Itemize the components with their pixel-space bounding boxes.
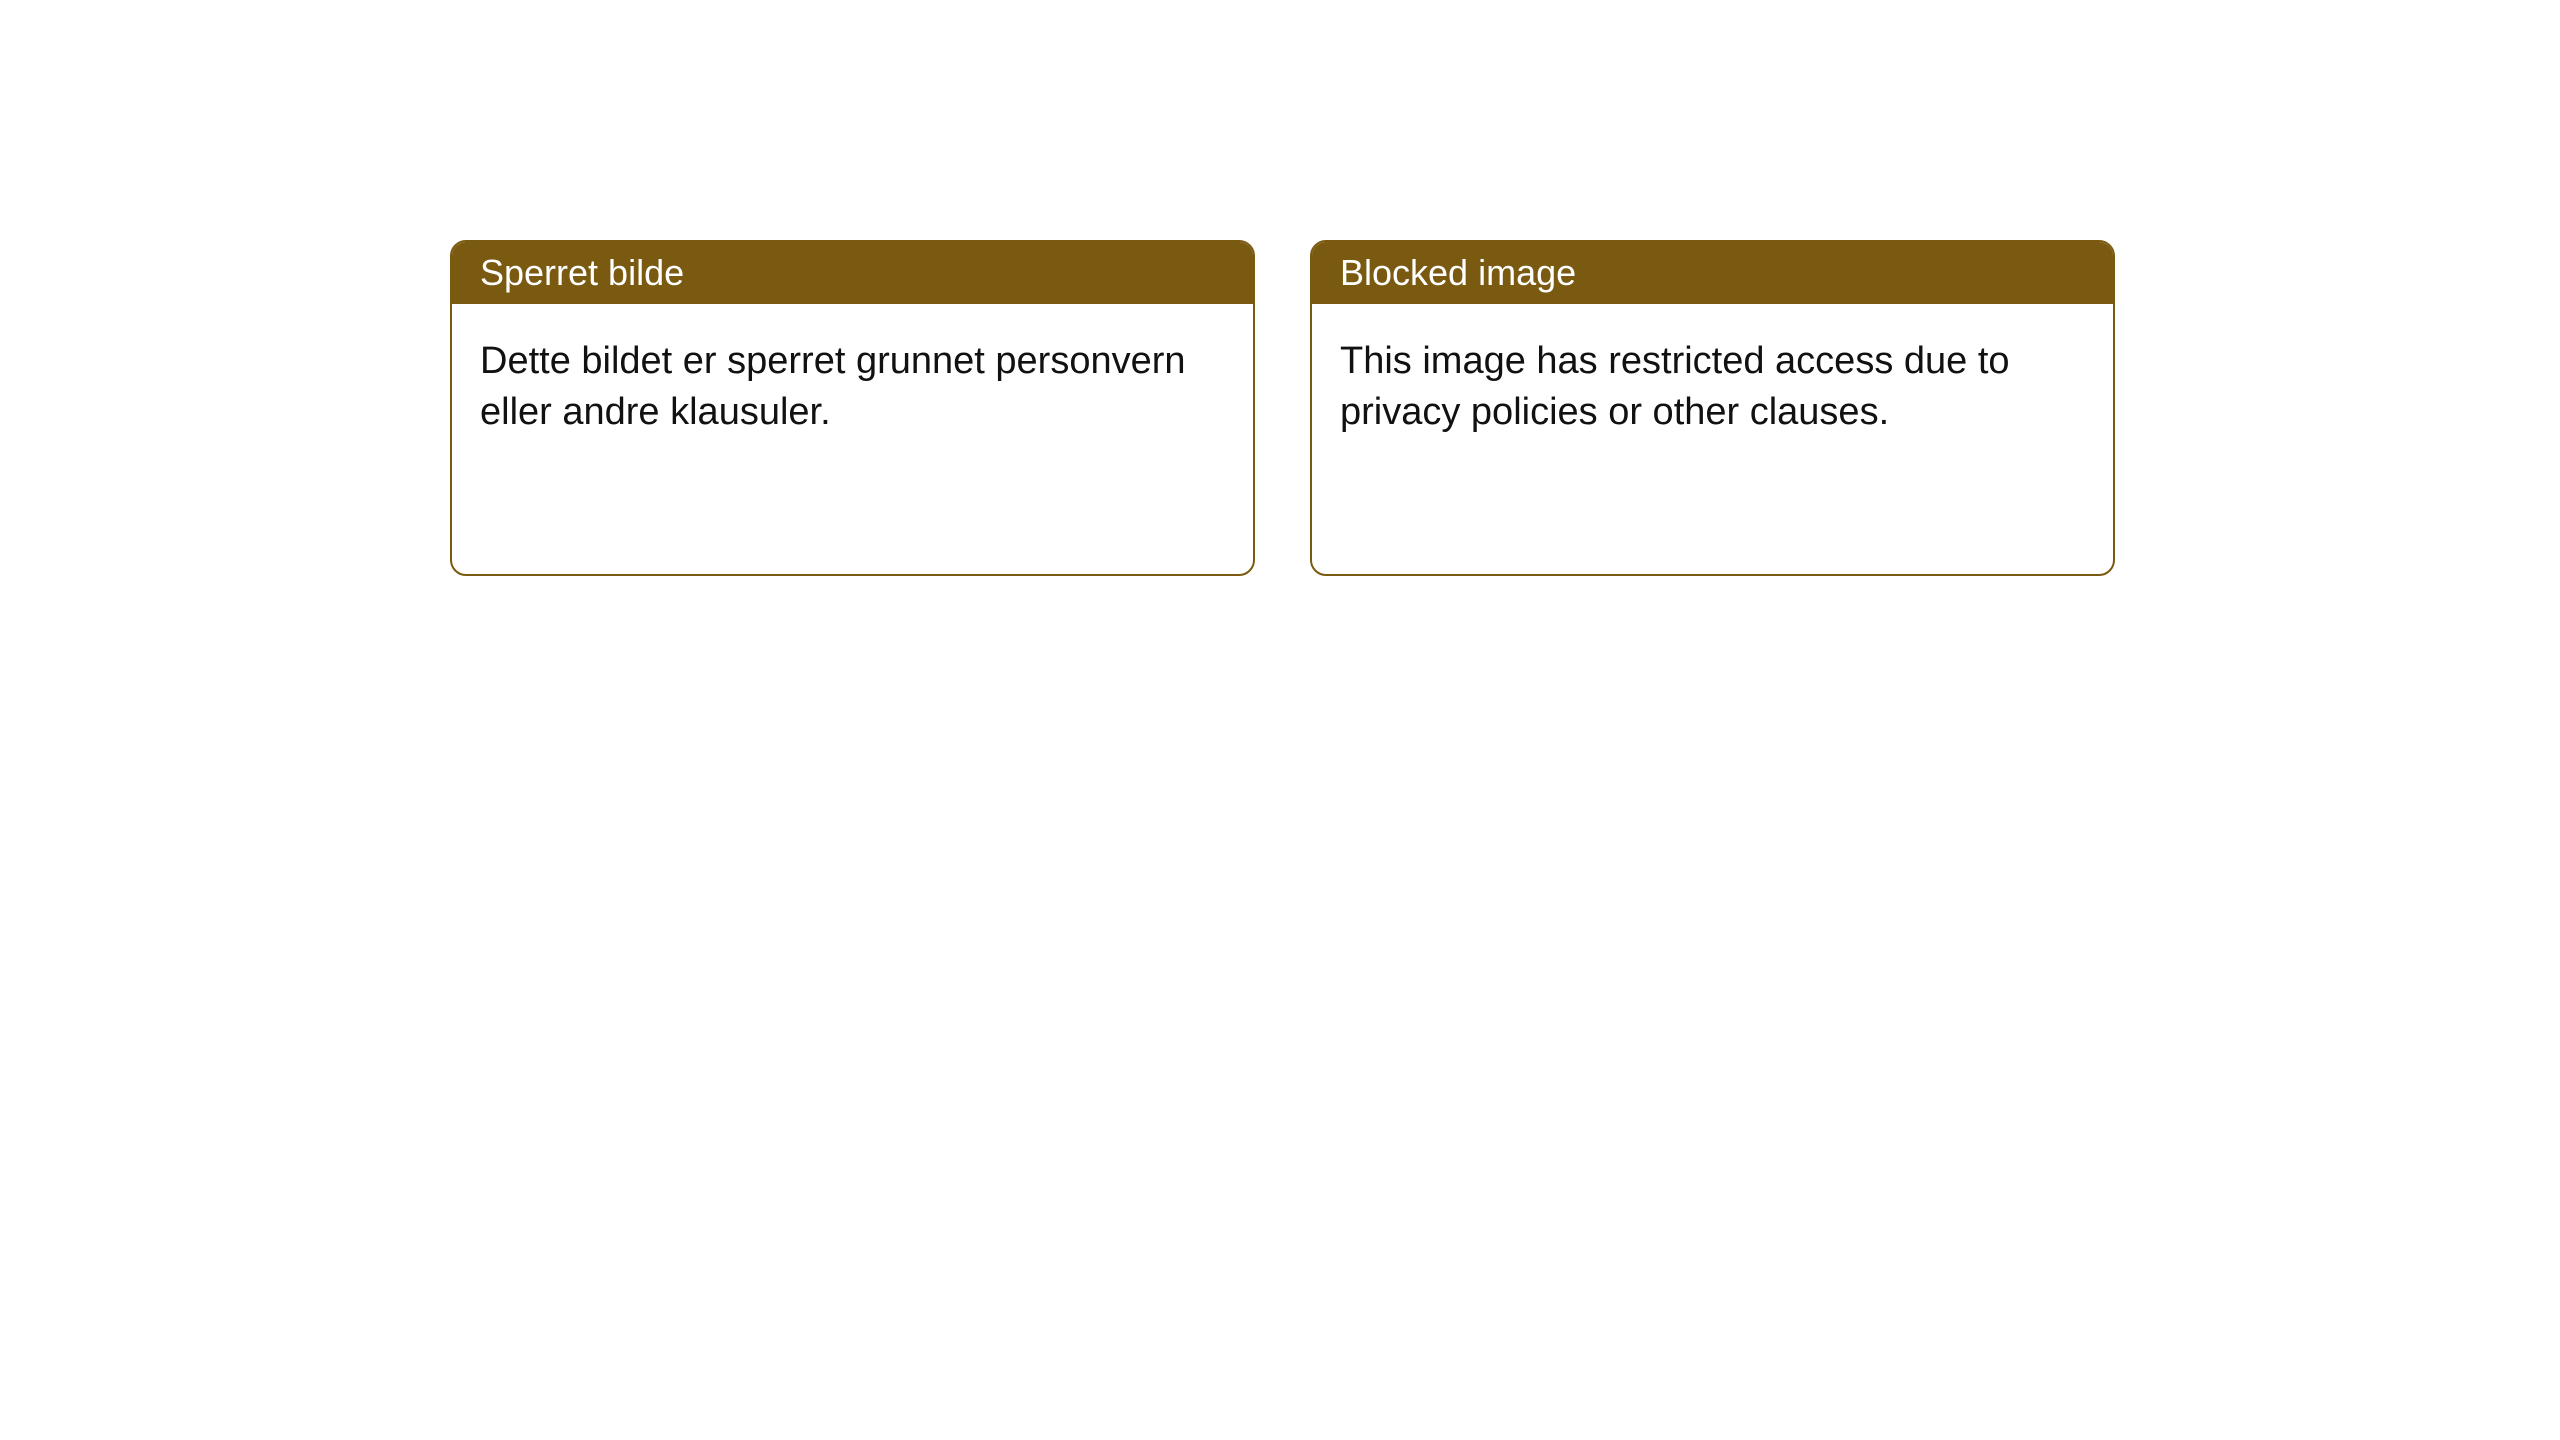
notice-header: Blocked image	[1312, 242, 2113, 304]
notice-header: Sperret bilde	[452, 242, 1253, 304]
notice-body-text: This image has restricted access due to …	[1340, 340, 2010, 433]
notice-body: Dette bildet er sperret grunnet personve…	[452, 304, 1253, 574]
notice-title: Sperret bilde	[480, 252, 684, 294]
notice-title: Blocked image	[1340, 252, 1576, 294]
notice-card-english: Blocked image This image has restricted …	[1310, 240, 2115, 576]
notice-body-text: Dette bildet er sperret grunnet personve…	[480, 340, 1186, 433]
notice-container: Sperret bilde Dette bildet er sperret gr…	[450, 240, 2560, 576]
notice-card-norwegian: Sperret bilde Dette bildet er sperret gr…	[450, 240, 1255, 576]
notice-body: This image has restricted access due to …	[1312, 304, 2113, 574]
